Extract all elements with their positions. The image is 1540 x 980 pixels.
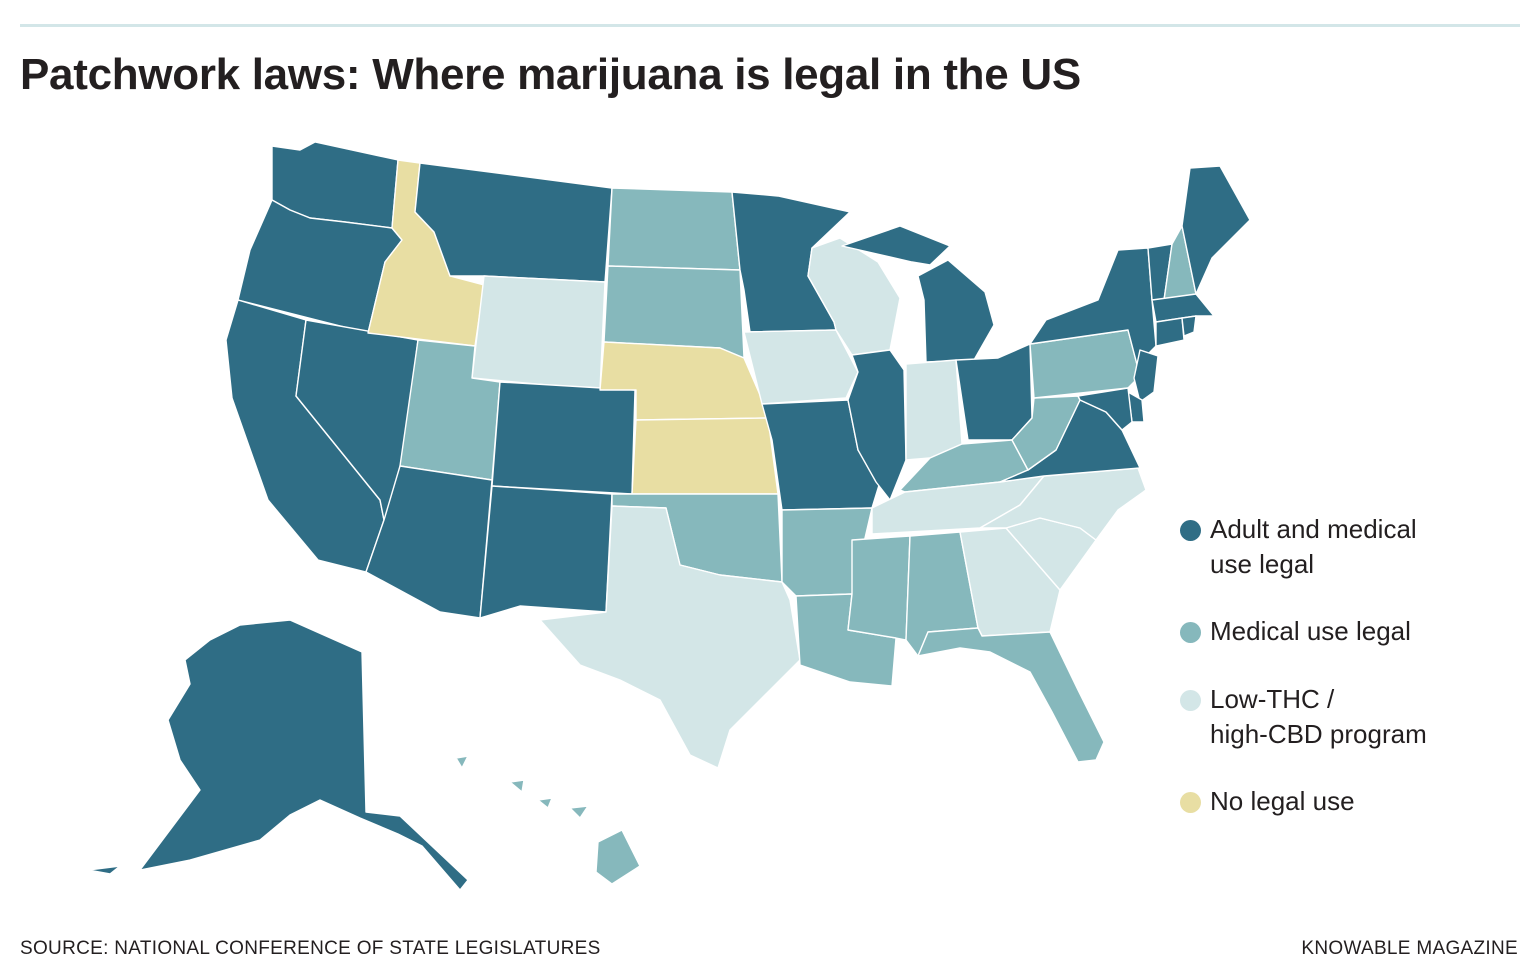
legend-swatch-adult — [1180, 520, 1201, 541]
page-title: Patchwork laws: Where marijuana is legal… — [20, 50, 1081, 99]
state-new-jersey[interactable] — [1133, 349, 1159, 403]
legend-label: Adult and medical — [1210, 514, 1417, 544]
legend-item-no-legal-use: No legal use — [1180, 784, 1355, 819]
state-massachusetts[interactable] — [1151, 293, 1215, 323]
legend-item-adult: Adult and medical use legal — [1180, 512, 1417, 582]
state-florida[interactable] — [917, 627, 1105, 763]
state-north-dakota[interactable] — [607, 187, 741, 271]
state-connecticut[interactable] — [1155, 317, 1185, 347]
state-rhode-island[interactable] — [1181, 315, 1197, 337]
legend-label: Low-THC / — [1210, 684, 1335, 714]
publisher-credit: KNOWABLE MAGAZINE — [1301, 938, 1518, 959]
state-kansas[interactable] — [631, 417, 779, 495]
legend-item-low-thc: Low-THC / high-CBD program — [1180, 682, 1427, 752]
state-alaska[interactable] — [87, 619, 469, 891]
state-new-mexico[interactable] — [479, 485, 613, 619]
legend-item-medical: Medical use legal — [1180, 614, 1411, 649]
state-indiana[interactable] — [905, 359, 963, 461]
state-colorado[interactable] — [491, 381, 636, 495]
legend-swatch-low-thc — [1180, 690, 1201, 711]
state-wyoming[interactable] — [471, 275, 606, 391]
legend-swatch-medical — [1180, 622, 1201, 643]
state-mississippi[interactable] — [847, 535, 911, 641]
state-north-carolina[interactable] — [979, 467, 1147, 541]
state-maryland[interactable] — [1077, 387, 1133, 431]
state-maine[interactable] — [1181, 165, 1251, 295]
source-note: SOURCE: NATIONAL CONFERENCE OF STATE LEG… — [20, 938, 601, 959]
state-texas[interactable] — [539, 505, 801, 769]
legend-label: Medical use legal — [1210, 616, 1411, 646]
legend-label: No legal use — [1210, 786, 1355, 816]
state-michigan[interactable] — [841, 225, 995, 363]
legend-swatch-none — [1180, 792, 1201, 813]
legend-label: use legal — [1210, 549, 1315, 579]
state-iowa[interactable] — [743, 329, 859, 405]
state-hawaii[interactable] — [455, 755, 641, 885]
state-illinois[interactable] — [847, 349, 907, 501]
top-rule — [20, 24, 1520, 27]
legend-label: high-CBD program — [1210, 719, 1427, 749]
